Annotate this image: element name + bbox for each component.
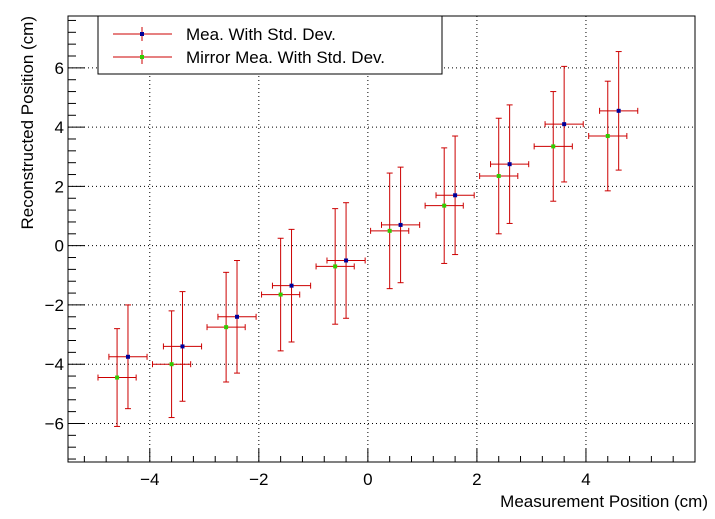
data-points <box>97 51 639 427</box>
legend-label-series-2: Mirror Mea. With Std. Dev. <box>186 48 385 67</box>
data-point <box>271 228 312 343</box>
marker <box>551 144 556 149</box>
x-tick-label: −2 <box>249 470 268 489</box>
x-tick-label: 0 <box>363 470 372 489</box>
data-point <box>533 91 573 202</box>
y-axis-title: Reconstructed Position (cm) <box>18 16 37 230</box>
legend-label-series-1: Mea. With Std. Dev. <box>186 25 336 44</box>
marker <box>616 108 621 113</box>
legend-marker <box>140 55 144 59</box>
y-tick-label: 0 <box>55 237 64 256</box>
legend: Mea. With Std. Dev. Mirror Mea. With Std… <box>97 15 443 75</box>
marker <box>344 258 349 263</box>
data-point <box>217 259 257 374</box>
data-point <box>315 208 355 325</box>
data-point <box>206 271 246 383</box>
marker <box>115 375 120 380</box>
y-tick-labels: −6 −4 −2 0 2 4 6 <box>45 59 64 434</box>
y-tick-label: −4 <box>45 355 64 374</box>
marker <box>387 228 392 233</box>
data-point <box>326 202 366 319</box>
marker <box>180 344 185 349</box>
data-point <box>97 328 137 427</box>
marker <box>562 122 567 127</box>
data-point <box>424 147 464 264</box>
data-point <box>599 51 639 171</box>
y-tick-label: 6 <box>55 59 64 78</box>
marker <box>235 314 240 319</box>
data-point <box>162 291 203 402</box>
legend-entries <box>113 27 172 64</box>
marker <box>398 222 403 227</box>
series-1 <box>108 51 639 410</box>
data-point <box>490 104 530 224</box>
data-point <box>152 310 192 419</box>
marker <box>169 362 174 367</box>
marker <box>224 325 229 330</box>
marker <box>278 292 283 297</box>
marker <box>333 264 338 269</box>
marker <box>289 283 294 288</box>
legend-symbol-series-1 <box>113 27 172 41</box>
legend-box <box>97 15 443 75</box>
series-2 <box>97 80 628 427</box>
data-point <box>370 172 410 290</box>
legend-symbol-series-2 <box>113 50 172 64</box>
marker <box>507 162 512 167</box>
y-tick-label: 2 <box>55 177 64 196</box>
data-point <box>108 304 148 410</box>
y-tick-label: −2 <box>45 296 64 315</box>
data-point <box>544 65 584 183</box>
data-point <box>261 237 301 352</box>
data-point <box>435 135 475 256</box>
x-tick-label: 4 <box>581 470 590 489</box>
legend-marker <box>140 32 144 36</box>
data-point <box>381 166 421 284</box>
axis-ticks <box>68 19 674 462</box>
x-axis-title: Measurement Position (cm) <box>500 492 708 511</box>
data-point <box>479 117 519 235</box>
marker <box>605 134 610 139</box>
y-tick-label: 4 <box>55 118 64 137</box>
y-tick-label: −6 <box>45 414 64 433</box>
marker <box>453 193 458 198</box>
x-tick-label: 2 <box>472 470 481 489</box>
marker <box>442 203 447 208</box>
x-tick-labels: −4 −2 0 2 4 <box>140 470 591 489</box>
marker <box>125 354 130 359</box>
x-tick-label: −4 <box>140 470 159 489</box>
data-point <box>588 80 628 192</box>
marker <box>496 174 501 179</box>
